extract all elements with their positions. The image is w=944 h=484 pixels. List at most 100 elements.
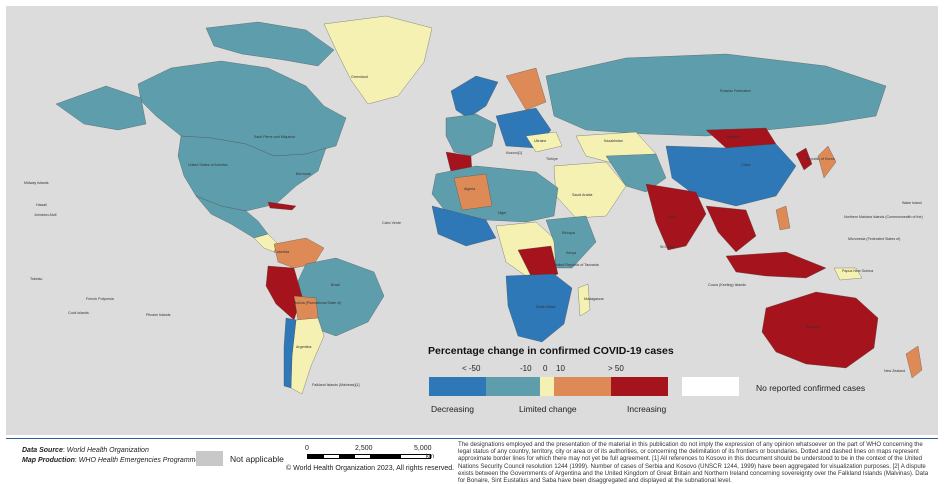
label-colombia: Colombia bbox=[274, 250, 290, 254]
region-congo bbox=[517, 245, 559, 283]
legend-swatch-limited-positive bbox=[540, 377, 554, 396]
region-philippines bbox=[775, 205, 791, 231]
region-finland-russia-west bbox=[505, 67, 547, 111]
scale-label-2500: 2,500 bbox=[355, 445, 373, 452]
world-map: Greenland United States of America Bermu… bbox=[6, 6, 938, 435]
label-tanzania: United Republic of Tanzania bbox=[554, 263, 599, 267]
scale-label-0: 0 bbox=[305, 445, 309, 452]
label-micronesia: Micronesia (Federated States of) bbox=[848, 237, 901, 241]
not-applicable-label: Not applicable bbox=[230, 454, 284, 464]
label-ukraine: Ukraine bbox=[534, 139, 547, 143]
label-bolivia: Bolivia (Plurinational State of) bbox=[294, 301, 342, 305]
label-kazakhstan: Kazakhstan bbox=[604, 139, 623, 143]
legend-no-reported: No reported confirmed cases bbox=[756, 383, 866, 393]
legend-swatch-increasing-moderate bbox=[554, 377, 611, 396]
region-japan bbox=[817, 145, 837, 179]
scale-unit: km bbox=[426, 454, 434, 460]
label-algeria: Algeria bbox=[464, 187, 476, 191]
map-canvas bbox=[55, 15, 923, 395]
label-bermuda: Bermuda bbox=[296, 172, 311, 176]
legend-tick-10: 10 bbox=[556, 364, 565, 373]
legend-tick-gt-50: > 50 bbox=[608, 364, 624, 373]
region-bolivia bbox=[293, 295, 319, 321]
region-chile bbox=[283, 317, 297, 389]
region-alaska bbox=[55, 85, 147, 131]
region-canada-islands bbox=[205, 21, 335, 67]
label-india: India bbox=[668, 215, 676, 219]
legend-swatch-no-reported bbox=[682, 377, 739, 396]
label-china: China bbox=[741, 163, 751, 167]
region-middle-east bbox=[553, 161, 627, 219]
region-usa bbox=[177, 135, 327, 212]
label-cabo: Cabo Verde bbox=[382, 221, 401, 225]
legend-swatch-increasing-strong bbox=[611, 377, 668, 396]
data-source-label: Data Source bbox=[22, 447, 63, 454]
disclaimer: The designations employed and the presen… bbox=[458, 441, 929, 484]
label-hawaii: Hawaii bbox=[36, 203, 47, 207]
region-caribbean bbox=[267, 201, 297, 211]
label-falkland: Falkland Islands (Malvinas)[1] bbox=[312, 383, 360, 387]
region-png bbox=[833, 267, 863, 281]
label-ethiopia: Ethiopia bbox=[562, 231, 575, 235]
label-mongolia: Mongolia bbox=[726, 135, 741, 139]
label-australia: Australia bbox=[806, 325, 820, 329]
scale-label-5000: 5,000 bbox=[414, 445, 432, 452]
label-stpierre: Saint Pierre and Miquelon bbox=[254, 135, 296, 139]
label-sri: Sri Lanka bbox=[660, 245, 676, 249]
legend-tick-0: 0 bbox=[543, 364, 548, 373]
label-brazil: Brazil bbox=[331, 283, 340, 287]
label-pitcairn: Pitcairn Islands bbox=[146, 313, 171, 317]
footer-rule bbox=[6, 438, 938, 439]
region-iran-central-asia bbox=[605, 153, 667, 193]
map-production-label: Map Production bbox=[22, 457, 75, 464]
region-canada bbox=[137, 60, 347, 157]
label-tokelau: Tokelau bbox=[30, 277, 43, 281]
map-production-value: WHO Health Emergencies Programme bbox=[78, 457, 200, 464]
legend-title: Percentage change in confirmed COVID-19 … bbox=[428, 345, 674, 357]
label-cook: Cook Islands bbox=[68, 311, 89, 315]
label-saudi: Saudi Arabia bbox=[572, 193, 593, 197]
label-argentina: Argentina bbox=[296, 345, 312, 349]
region-southeast-asia bbox=[705, 205, 757, 253]
legend-caption-limited: Limited change bbox=[519, 404, 577, 414]
label-turkiye: Türkiye bbox=[546, 157, 558, 161]
data-source-value: World Health Organization bbox=[66, 447, 149, 454]
region-western-europe bbox=[445, 113, 497, 157]
region-australia bbox=[761, 291, 879, 369]
legend-swatch-decreasing-strong bbox=[429, 377, 486, 396]
label-cocos: Cocos (Keeling) Islands bbox=[708, 283, 746, 287]
label-korea: Republic of Korea bbox=[806, 157, 835, 161]
footer: Data Source: World Health Organization M… bbox=[0, 441, 944, 484]
region-indonesia bbox=[725, 251, 827, 279]
region-russia bbox=[545, 53, 887, 137]
label-madagascar: Madagascar bbox=[584, 297, 604, 301]
copyright: © World Health Organization 2023, All ri… bbox=[286, 465, 455, 472]
legend-tick-neg10: -10 bbox=[520, 364, 532, 373]
region-west-africa bbox=[431, 205, 497, 247]
region-east-africa bbox=[545, 215, 597, 269]
region-new-zealand bbox=[905, 345, 923, 379]
legend-swatch-limited-negative bbox=[486, 377, 540, 396]
region-madagascar bbox=[577, 283, 591, 317]
label-midway: Midway Islands bbox=[24, 181, 49, 185]
region-scandinavia bbox=[450, 75, 499, 119]
region-india bbox=[645, 183, 707, 251]
label-niger: Niger bbox=[498, 211, 507, 215]
legend-caption-increasing: Increasing bbox=[627, 404, 667, 414]
label-wake: Wake Island bbox=[902, 201, 922, 205]
label-nmi: Northern Mariana Islands (Commonwealth o… bbox=[844, 215, 923, 219]
label-kenya: Kenya bbox=[566, 251, 577, 255]
region-china bbox=[665, 143, 797, 207]
label-polynesia: French Polynesia bbox=[86, 297, 114, 301]
not-applicable-swatch bbox=[196, 451, 223, 466]
region-ukraine bbox=[525, 131, 563, 153]
label-nz: New Zealand bbox=[884, 369, 906, 373]
region-korea-japan bbox=[795, 147, 813, 171]
scale-bar bbox=[307, 454, 431, 459]
region-algeria bbox=[453, 173, 493, 211]
source-block: Data Source: World Health Organization M… bbox=[22, 447, 200, 464]
region-greenland bbox=[323, 15, 433, 105]
label-russia: Russian Federation bbox=[720, 89, 752, 93]
label-johnston: Johnston Atoll bbox=[34, 213, 57, 217]
region-southern-africa bbox=[505, 273, 573, 343]
